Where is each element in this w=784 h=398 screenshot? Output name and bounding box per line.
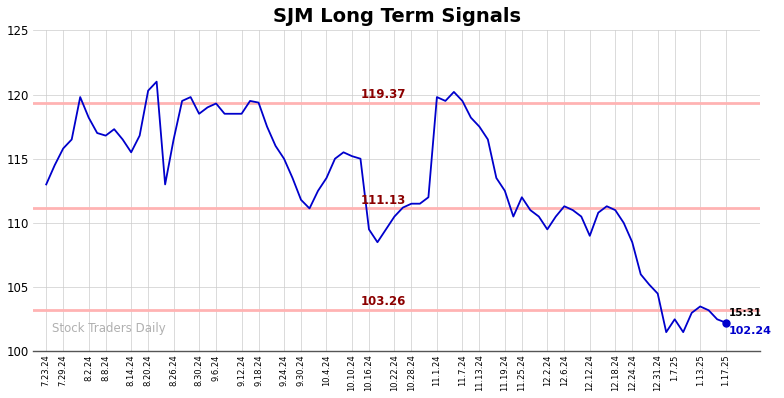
Point (720, 320, 732, 326)
Text: 102.24: 102.24 (729, 326, 772, 336)
Title: SJM Long Term Signals: SJM Long Term Signals (273, 7, 521, 26)
Text: 15:31: 15:31 (729, 308, 762, 318)
Text: Stock Traders Daily: Stock Traders Daily (52, 322, 165, 335)
Text: 111.13: 111.13 (361, 194, 405, 207)
Text: 103.26: 103.26 (361, 295, 406, 308)
Text: 119.37: 119.37 (361, 88, 406, 101)
